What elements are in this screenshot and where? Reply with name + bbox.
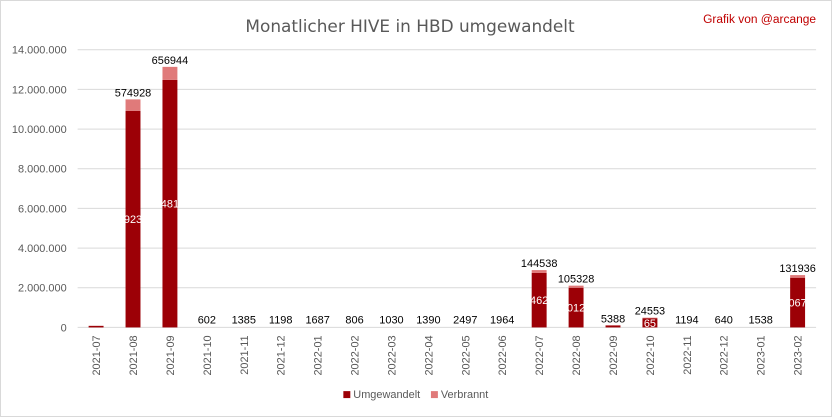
data-label-burned: 1385	[232, 314, 256, 326]
x-tick-label: 2021-10	[202, 335, 214, 375]
y-tick-label: 10.000.000	[12, 124, 67, 136]
data-labels: 574928 923 656944 481 602 1385 1198 1687 806 1030…	[115, 55, 816, 330]
data-label-burned: 1030	[379, 314, 403, 326]
y-tick-label: 2.000.000	[18, 283, 67, 295]
data-label-burned: 1964	[490, 314, 514, 326]
data-label-burned: 1538	[749, 314, 773, 326]
x-tick-label: 2022-12	[719, 335, 731, 375]
x-tick-label: 2021-07	[91, 335, 103, 375]
x-tick-label: 2021-09	[165, 335, 177, 375]
y-tick-label: 14.000.000	[12, 45, 67, 57]
data-label-burned: 640	[715, 314, 733, 326]
legend-label-converted: Umgewandelt	[353, 389, 420, 401]
y-tick-label: 0	[61, 322, 67, 334]
x-tick-label: 2022-03	[386, 335, 398, 375]
x-tick: 2022-11	[682, 335, 694, 374]
x-tick: 2022-02	[350, 335, 362, 375]
x-tick: 2021-10	[202, 335, 214, 375]
x-tick: 2023-02	[793, 335, 805, 375]
legend: Umgewandelt Verbrannt	[343, 389, 488, 401]
bar-converted	[125, 110, 141, 328]
bar-converted	[531, 272, 547, 328]
bar-converted	[790, 277, 806, 328]
x-tick-label: 2023-01	[756, 335, 768, 375]
x-tick: 2022-01	[313, 335, 325, 375]
data-label-burned: 806	[345, 314, 363, 326]
data-label-burned: 656944	[152, 55, 189, 67]
x-tick-label: 2021-12	[276, 335, 288, 375]
data-label-converted: 012	[567, 303, 585, 315]
x-tick-label: 2022-09	[608, 335, 620, 375]
chart-credit: Grafik von @arcange	[703, 12, 816, 26]
bar-burned	[568, 285, 584, 288]
legend-label-burned: Verbrannt	[441, 389, 488, 401]
y-tick-label: 6.000.000	[18, 203, 67, 215]
chart-title: Monatlicher HIVE in HBD umgewandelt	[245, 16, 575, 36]
data-label-burned: 144538	[521, 258, 558, 270]
gridlines	[77, 49, 817, 328]
bar-converted	[88, 325, 104, 328]
x-tick: 2021-09	[165, 335, 177, 375]
x-tick: 2021-07	[91, 335, 103, 375]
data-label-burned: 1390	[416, 314, 440, 326]
data-label-converted: 65	[644, 318, 656, 330]
data-label-burned: 5388	[601, 313, 625, 325]
legend-swatch-converted	[343, 391, 351, 399]
x-tick: 2022-03	[386, 335, 398, 375]
bar-converted	[605, 325, 621, 328]
x-tick: 2022-06	[497, 335, 509, 375]
bar-burned	[125, 99, 141, 111]
x-tick-label: 2022-05	[460, 335, 472, 375]
x-tick: 2022-07	[534, 335, 546, 375]
y-tick-label: 8.000.000	[18, 164, 67, 176]
x-tick-label: 2022-02	[350, 335, 362, 375]
x-tick-label: 2022-11	[682, 335, 694, 374]
bars	[88, 66, 806, 328]
legend-swatch-burned	[430, 391, 438, 399]
bar-burned	[790, 275, 806, 278]
x-tick: 2022-08	[571, 335, 583, 375]
data-label-burned: 24553	[635, 306, 665, 318]
data-label-converted: 923	[124, 214, 142, 226]
data-label-burned: 1198	[269, 314, 293, 326]
x-tick: 2022-10	[645, 335, 657, 375]
bar-converted	[568, 287, 584, 328]
bar-burned	[162, 66, 178, 80]
bar-burned	[531, 270, 547, 273]
data-label-converted: 462	[530, 295, 548, 307]
data-label-burned: 574928	[115, 87, 151, 99]
data-label-burned: 1194	[675, 314, 699, 326]
x-tick: 2021-08	[128, 335, 140, 375]
x-axis: 2021-07 2021-08 2021-09 2021-10 2021-11 2021-…	[91, 335, 805, 375]
x-tick-label: 2022-04	[423, 335, 435, 375]
x-tick-label: 2022-06	[497, 335, 509, 375]
x-tick-label: 2022-10	[645, 335, 657, 375]
x-tick-label: 2022-07	[534, 335, 546, 375]
x-tick: 2022-04	[423, 335, 435, 375]
x-tick-label: 2023-02	[793, 335, 805, 375]
x-tick-label: 2022-08	[571, 335, 583, 375]
x-tick-label: 2021-11	[239, 335, 251, 374]
x-tick-label: 2021-08	[128, 335, 140, 375]
data-label-burned: 602	[198, 314, 216, 326]
x-tick: 2022-05	[460, 335, 472, 375]
data-label-burned: 131936	[779, 263, 816, 275]
x-tick: 2022-09	[608, 335, 620, 375]
y-tick-label: 4.000.000	[18, 243, 67, 255]
data-label-burned: 2497	[453, 314, 477, 326]
data-label-converted: 067	[788, 298, 806, 310]
bar-converted	[642, 318, 658, 328]
x-tick: 2021-11	[239, 335, 251, 374]
y-axis: 0 2.000.000 4.000.000 6.000.000 8.000.000 10.…	[12, 45, 67, 335]
x-tick-label: 2022-01	[313, 335, 325, 375]
x-tick: 2022-12	[719, 335, 731, 375]
x-tick: 2023-01	[756, 335, 768, 375]
bar-converted	[162, 79, 178, 328]
data-label-burned: 1687	[305, 314, 329, 326]
data-label-burned: 105328	[558, 274, 595, 286]
y-tick-label: 12.000.000	[12, 84, 67, 96]
x-tick: 2021-12	[276, 335, 288, 375]
data-label-converted: 481	[161, 199, 179, 211]
